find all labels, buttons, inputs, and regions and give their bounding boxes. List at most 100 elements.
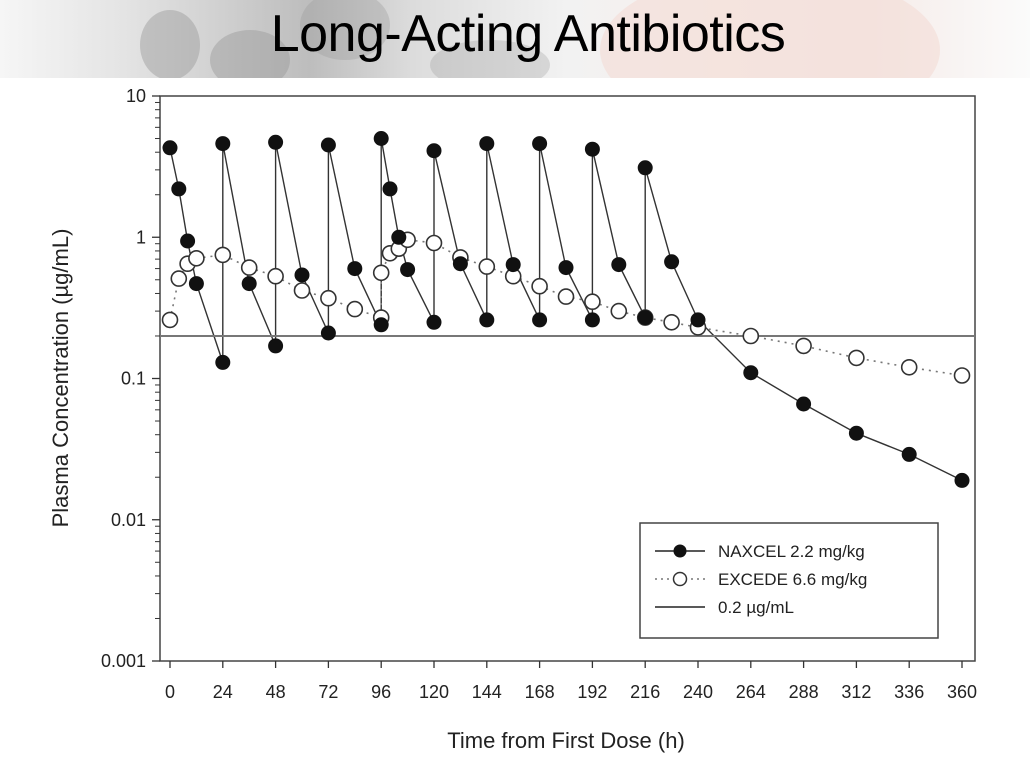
data-point <box>320 137 336 153</box>
data-point <box>954 472 970 488</box>
data-point <box>161 311 179 329</box>
x-tick-label: 312 <box>841 682 871 702</box>
y-tick-label: 0.01 <box>111 510 146 530</box>
data-point <box>637 160 653 176</box>
data-point <box>558 260 574 276</box>
y-tick-label: 0.1 <box>121 369 146 389</box>
data-point <box>611 257 627 273</box>
markers-excede <box>161 231 971 384</box>
data-point <box>584 312 600 328</box>
legend-label-excede: EXCEDE 6.6 mg/kg <box>718 570 867 589</box>
data-point <box>795 337 812 355</box>
x-tick-label: 360 <box>947 682 977 702</box>
slide-title: Long-Acting Antibiotics <box>270 5 786 63</box>
data-point <box>170 270 188 287</box>
data-point <box>426 314 442 330</box>
cow-pattern-decoration <box>300 0 390 60</box>
data-point <box>479 136 495 152</box>
cow-pattern-decoration <box>140 10 200 78</box>
data-point <box>214 246 232 264</box>
cow-pattern-decoration <box>210 30 290 78</box>
legend-item-threshold: 0.2 µg/mL <box>655 598 794 617</box>
data-point <box>240 259 258 276</box>
data-point <box>610 302 628 320</box>
data-point <box>171 181 187 197</box>
y-axis-title: Plasma Concentration (µg/mL) <box>48 229 73 528</box>
data-point <box>241 276 257 292</box>
data-point <box>268 338 284 354</box>
data-point <box>180 233 196 249</box>
markers-naxcel <box>162 131 970 488</box>
data-point <box>532 136 548 152</box>
data-point <box>901 446 917 462</box>
data-point <box>320 325 336 341</box>
x-tick-label: 24 <box>213 682 233 702</box>
data-point <box>425 234 443 252</box>
data-point <box>372 264 390 282</box>
x-tick-label: 72 <box>318 682 338 702</box>
data-point <box>900 358 918 376</box>
legend-label-threshold: 0.2 µg/mL <box>718 598 794 617</box>
data-point <box>400 262 416 278</box>
data-point <box>742 327 760 345</box>
data-point <box>953 367 971 384</box>
cow-pattern-decoration <box>430 40 550 78</box>
x-tick-label: 192 <box>577 682 607 702</box>
x-tick-label: 240 <box>683 682 713 702</box>
x-tick-label: 0 <box>165 682 175 702</box>
data-point <box>391 229 407 245</box>
data-point <box>796 396 812 412</box>
legend-item-naxcel: NAXCEL 2.2 mg/kg <box>655 542 865 561</box>
data-point <box>848 349 865 367</box>
data-point <box>452 256 468 272</box>
data-point <box>293 282 311 299</box>
open-circle-icon <box>672 571 688 587</box>
data-point <box>426 143 442 159</box>
x-axis-title: Time from First Dose (h) <box>447 728 685 753</box>
data-point <box>690 312 706 328</box>
data-point <box>531 277 548 295</box>
data-point <box>848 425 864 441</box>
x-tick-label: 96 <box>371 682 391 702</box>
data-point <box>320 289 337 307</box>
legend-item-excede: EXCEDE 6.6 mg/kg <box>655 570 867 589</box>
x-tick-label: 216 <box>630 682 660 702</box>
data-point <box>267 267 284 285</box>
y-tick-label: 10 <box>126 86 146 106</box>
data-point <box>215 354 231 370</box>
data-point <box>268 134 284 150</box>
data-point <box>188 276 204 292</box>
pig-decoration <box>600 0 940 78</box>
data-point <box>584 293 601 311</box>
series-layer <box>160 131 975 488</box>
data-point <box>188 249 205 267</box>
data-point <box>373 317 389 333</box>
data-point <box>294 267 310 283</box>
x-tick-label: 288 <box>789 682 819 702</box>
title-banner-background: Long-Acting Antibiotics <box>0 0 1030 78</box>
x-tick-label: 264 <box>736 682 766 702</box>
data-point <box>505 257 521 273</box>
legend-label-naxcel: NAXCEL 2.2 mg/kg <box>718 542 865 561</box>
data-point <box>162 140 178 156</box>
data-point <box>637 310 653 326</box>
data-point <box>557 288 575 305</box>
legend-box <box>639 522 939 639</box>
data-point <box>664 254 680 270</box>
filled-circle-icon <box>673 544 687 558</box>
y-tick-label: 1 <box>136 227 146 247</box>
data-point <box>532 312 548 328</box>
data-point <box>215 136 231 152</box>
data-point <box>743 365 759 381</box>
data-point <box>584 141 600 157</box>
legend: NAXCEL 2.2 mg/kg EXCEDE 6.6 mg/kg 0.2 µg… <box>639 522 939 639</box>
y-axis: 10 1 0.1 0.01 0.001 <box>101 86 160 671</box>
x-tick-label: 120 <box>419 682 449 702</box>
x-tick-label: 48 <box>266 682 286 702</box>
data-point <box>478 258 496 275</box>
data-point <box>663 313 680 331</box>
data-point <box>347 261 363 277</box>
data-point <box>479 312 495 328</box>
x-tick-label: 336 <box>894 682 924 702</box>
